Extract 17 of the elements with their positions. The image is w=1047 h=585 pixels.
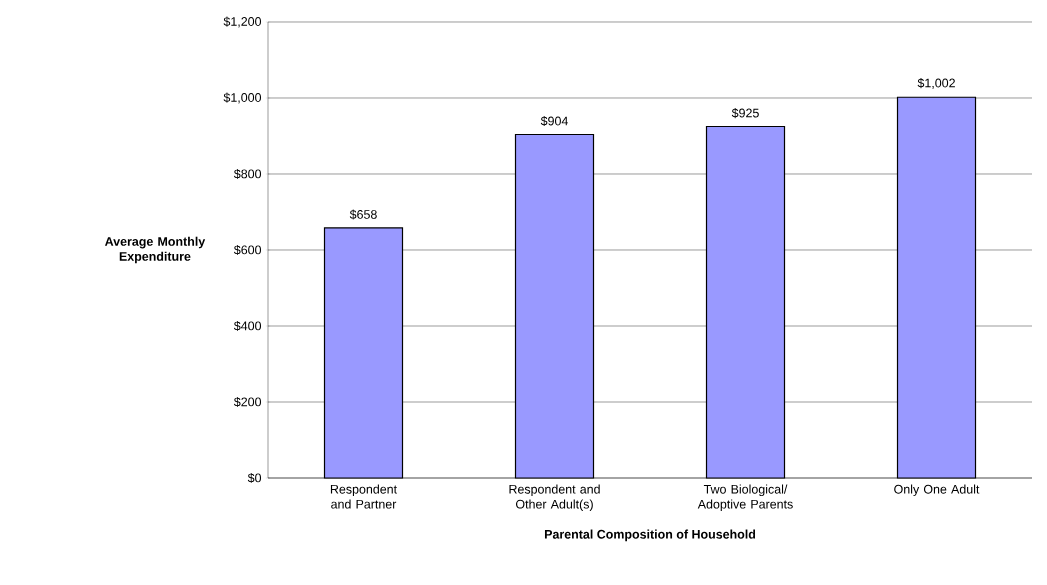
y-tick-label: $600	[233, 244, 262, 256]
y-tick-label: $400	[233, 320, 262, 332]
y-tick-label: $200	[233, 396, 262, 408]
x-tick-label: Respondent and Partner	[330, 484, 397, 509]
data-label: $925	[731, 108, 759, 119]
data-label: $658	[349, 209, 377, 220]
x-axis-title: Parental Composition of Household	[544, 529, 756, 542]
data-label: $904	[540, 116, 568, 127]
y-tick-label: $800	[233, 168, 262, 180]
y-tick-label: $1,200	[223, 16, 262, 28]
y-tick-label: $0	[247, 472, 262, 484]
x-tick-label: Respondent and Other Adult(s)	[509, 484, 600, 512]
y-axis-title: Average Monthly Expenditure	[104, 236, 206, 264]
x-tick-label: Only One Adult	[894, 484, 980, 497]
data-label: $1,002	[917, 78, 955, 89]
y-tick-label: $1,000	[223, 92, 262, 104]
x-tick-label: Two Biological/ Adoptive Parents	[697, 484, 793, 512]
